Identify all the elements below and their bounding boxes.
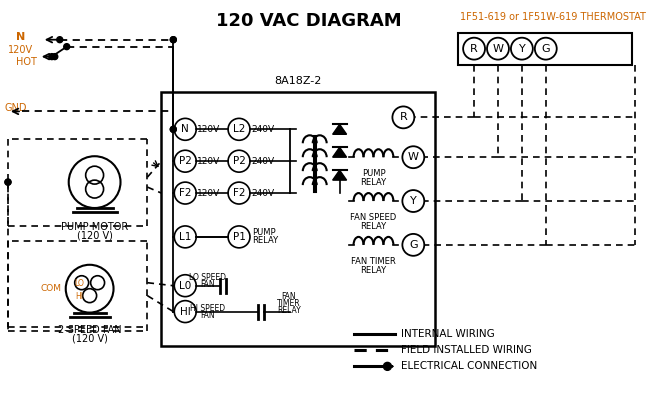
Text: HOT: HOT [16, 57, 37, 67]
Text: HI: HI [76, 292, 84, 301]
Text: RELAY: RELAY [360, 178, 387, 187]
Text: FAN: FAN [200, 311, 214, 320]
Text: FIELD INSTALLED WIRING: FIELD INSTALLED WIRING [401, 345, 532, 355]
Text: INTERNAL WIRING: INTERNAL WIRING [401, 329, 495, 339]
Text: 2-SPEED FAN: 2-SPEED FAN [58, 325, 121, 334]
Text: 8A18Z-2: 8A18Z-2 [275, 77, 322, 86]
Text: FAN SPEED: FAN SPEED [350, 213, 397, 222]
Text: HI SPEED: HI SPEED [190, 304, 224, 313]
Text: Y: Y [519, 44, 525, 54]
Polygon shape [332, 124, 346, 134]
Circle shape [170, 127, 176, 132]
Text: G: G [541, 44, 550, 54]
Polygon shape [332, 170, 346, 180]
Text: HI: HI [180, 307, 191, 317]
Circle shape [49, 54, 55, 59]
Circle shape [170, 37, 176, 43]
Text: N: N [182, 124, 189, 134]
Text: 120 VAC DIAGRAM: 120 VAC DIAGRAM [216, 12, 401, 30]
Text: 240V: 240V [251, 189, 274, 198]
Text: W: W [492, 44, 503, 54]
Text: RELAY: RELAY [252, 236, 278, 246]
Text: FAN TIMER: FAN TIMER [351, 257, 396, 266]
Text: PUMP MOTOR: PUMP MOTOR [61, 222, 128, 232]
Polygon shape [332, 147, 346, 157]
Text: LO: LO [75, 279, 84, 288]
Text: RELAY: RELAY [360, 266, 387, 275]
Text: 120V: 120V [197, 189, 220, 198]
Text: R: R [399, 112, 407, 122]
Text: L1: L1 [179, 232, 192, 242]
Text: 1F51-619 or 1F51W-619 THERMOSTAT: 1F51-619 or 1F51W-619 THERMOSTAT [460, 12, 646, 22]
Text: L0: L0 [179, 281, 192, 291]
Text: ELECTRICAL CONNECTION: ELECTRICAL CONNECTION [401, 361, 537, 371]
Circle shape [170, 127, 176, 132]
Text: N: N [16, 32, 25, 42]
Text: TIMER: TIMER [277, 299, 301, 308]
Text: GND: GND [5, 103, 27, 114]
Text: RELAY: RELAY [277, 306, 301, 315]
Text: PUMP: PUMP [362, 169, 385, 178]
Text: L2: L2 [233, 124, 245, 134]
Circle shape [5, 179, 11, 185]
Text: P2: P2 [179, 156, 192, 166]
Text: COM: COM [41, 284, 62, 293]
Circle shape [383, 362, 391, 370]
Circle shape [5, 179, 11, 185]
Text: PUMP: PUMP [252, 228, 275, 238]
Text: G: G [409, 240, 417, 250]
Text: P1: P1 [232, 232, 245, 242]
Text: LO SPEED: LO SPEED [189, 273, 226, 282]
Text: Y: Y [410, 196, 417, 206]
Text: F2: F2 [179, 188, 192, 198]
Circle shape [52, 54, 58, 59]
Text: 120V: 120V [8, 45, 33, 54]
Text: (120 V): (120 V) [72, 334, 108, 344]
Text: (120 V): (120 V) [76, 231, 113, 241]
Text: 120V: 120V [197, 125, 220, 134]
Text: P2: P2 [232, 156, 245, 166]
Text: FAN: FAN [200, 280, 214, 289]
Bar [458, 33, 632, 65]
Text: R: R [470, 44, 478, 54]
Text: 120V: 120V [197, 157, 220, 166]
Text: W: W [408, 152, 419, 162]
Text: F2: F2 [232, 188, 245, 198]
Circle shape [170, 37, 176, 43]
Circle shape [57, 37, 63, 43]
Text: 240V: 240V [251, 157, 274, 166]
Text: RELAY: RELAY [360, 222, 387, 231]
Text: 240V: 240V [251, 125, 274, 134]
Text: FAN: FAN [281, 292, 296, 301]
Circle shape [64, 44, 70, 49]
Bar [161, 93, 436, 347]
